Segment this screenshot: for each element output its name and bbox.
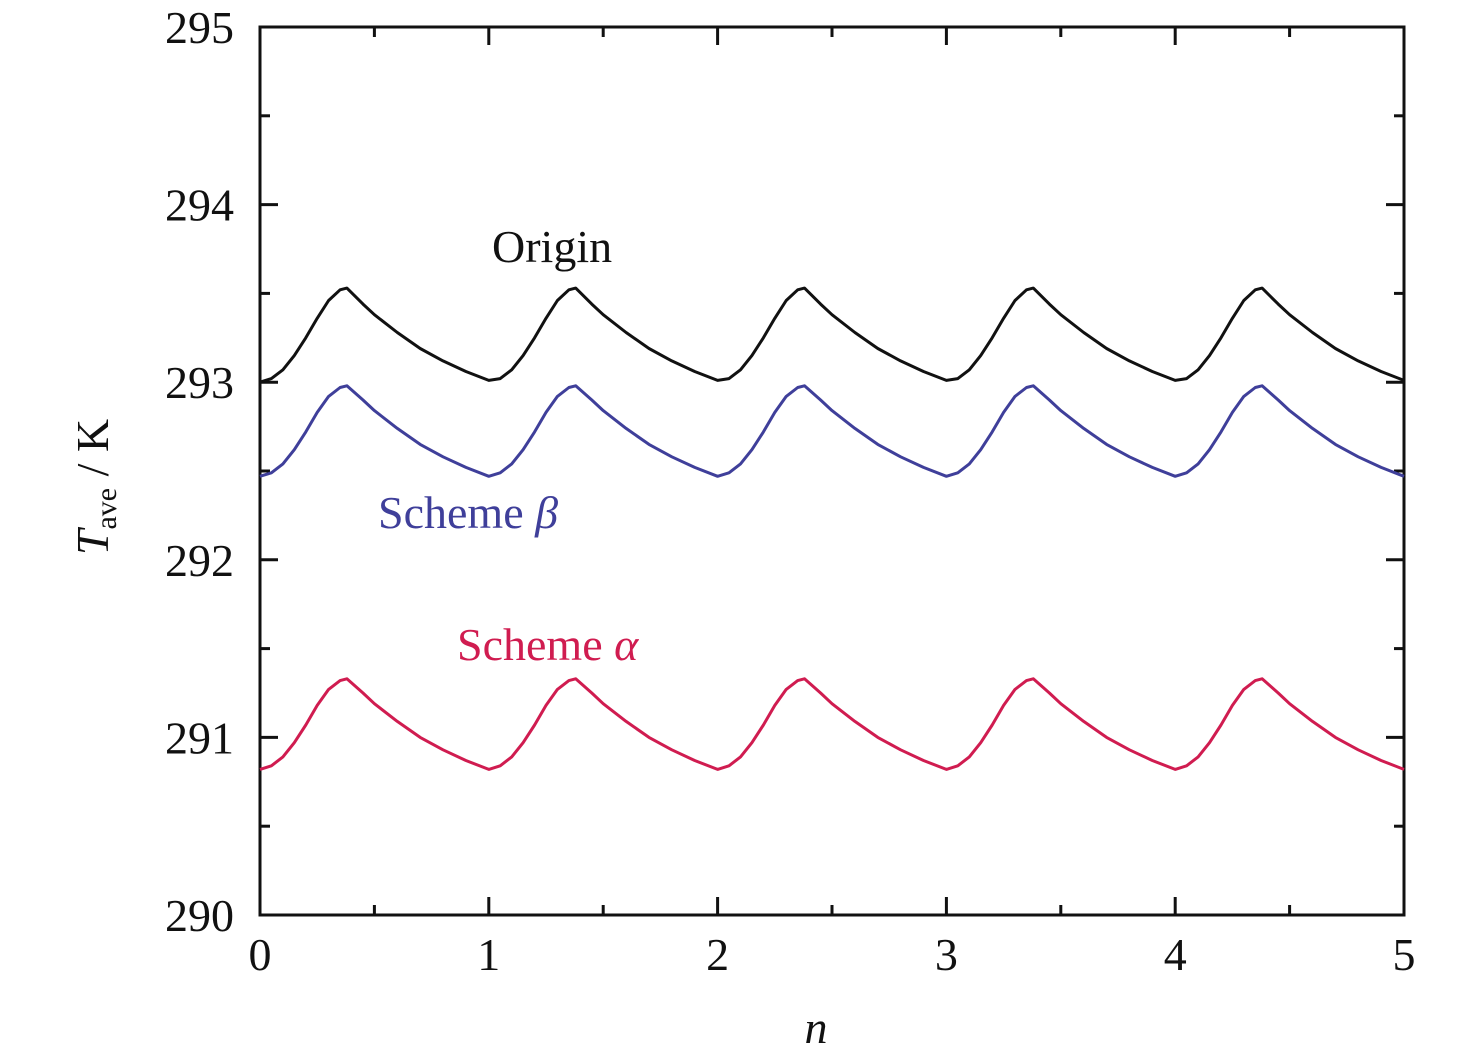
series-label-scheme-beta: Scheme β <box>378 487 558 538</box>
x-tick-label: 3 <box>935 929 958 980</box>
x-tick-label: 1 <box>477 929 500 980</box>
y-tick-label: 294 <box>165 180 234 231</box>
y-tick-label: 293 <box>165 357 234 408</box>
series-line-0 <box>259 286 1405 384</box>
x-axis-title: n <box>805 1002 828 1053</box>
x-tick-label: 2 <box>706 929 729 980</box>
y-tick-label: 290 <box>165 890 234 941</box>
series-label-origin-text: Origin <box>492 221 612 272</box>
series-label-scheme-beta-symbol: β <box>534 487 558 538</box>
y-tick-label: 292 <box>165 535 234 586</box>
series-label-scheme-alpha-text: Scheme <box>457 619 614 670</box>
x-tick-labels: 0 1 2 3 4 5 <box>249 929 1416 980</box>
series-label-scheme-alpha-symbol: α <box>614 619 639 670</box>
y-axis-title-subscript: ave <box>90 488 123 530</box>
y-axis-title-symbol: T <box>67 526 118 555</box>
y-axis-title: Tave / K <box>67 419 123 555</box>
y-tick-label: 295 <box>165 2 234 53</box>
series-label-scheme-alpha: Scheme α <box>457 619 639 670</box>
y-tick-label: 291 <box>165 712 234 763</box>
series-label-scheme-beta-text: Scheme <box>378 487 535 538</box>
series-line-2 <box>259 677 1405 771</box>
y-tick-labels: 290 291 292 293 294 295 <box>165 2 234 941</box>
series-lines <box>259 286 1405 771</box>
x-tick-label: 0 <box>249 929 272 980</box>
ticks <box>258 25 1406 917</box>
y-axis-title-unit: / K <box>67 419 118 488</box>
series-line-1 <box>259 384 1405 478</box>
series-label-origin: Origin <box>492 221 612 272</box>
x-tick-label: 5 <box>1393 929 1416 980</box>
plot-frame <box>258 25 1406 917</box>
x-tick-label: 4 <box>1164 929 1187 980</box>
